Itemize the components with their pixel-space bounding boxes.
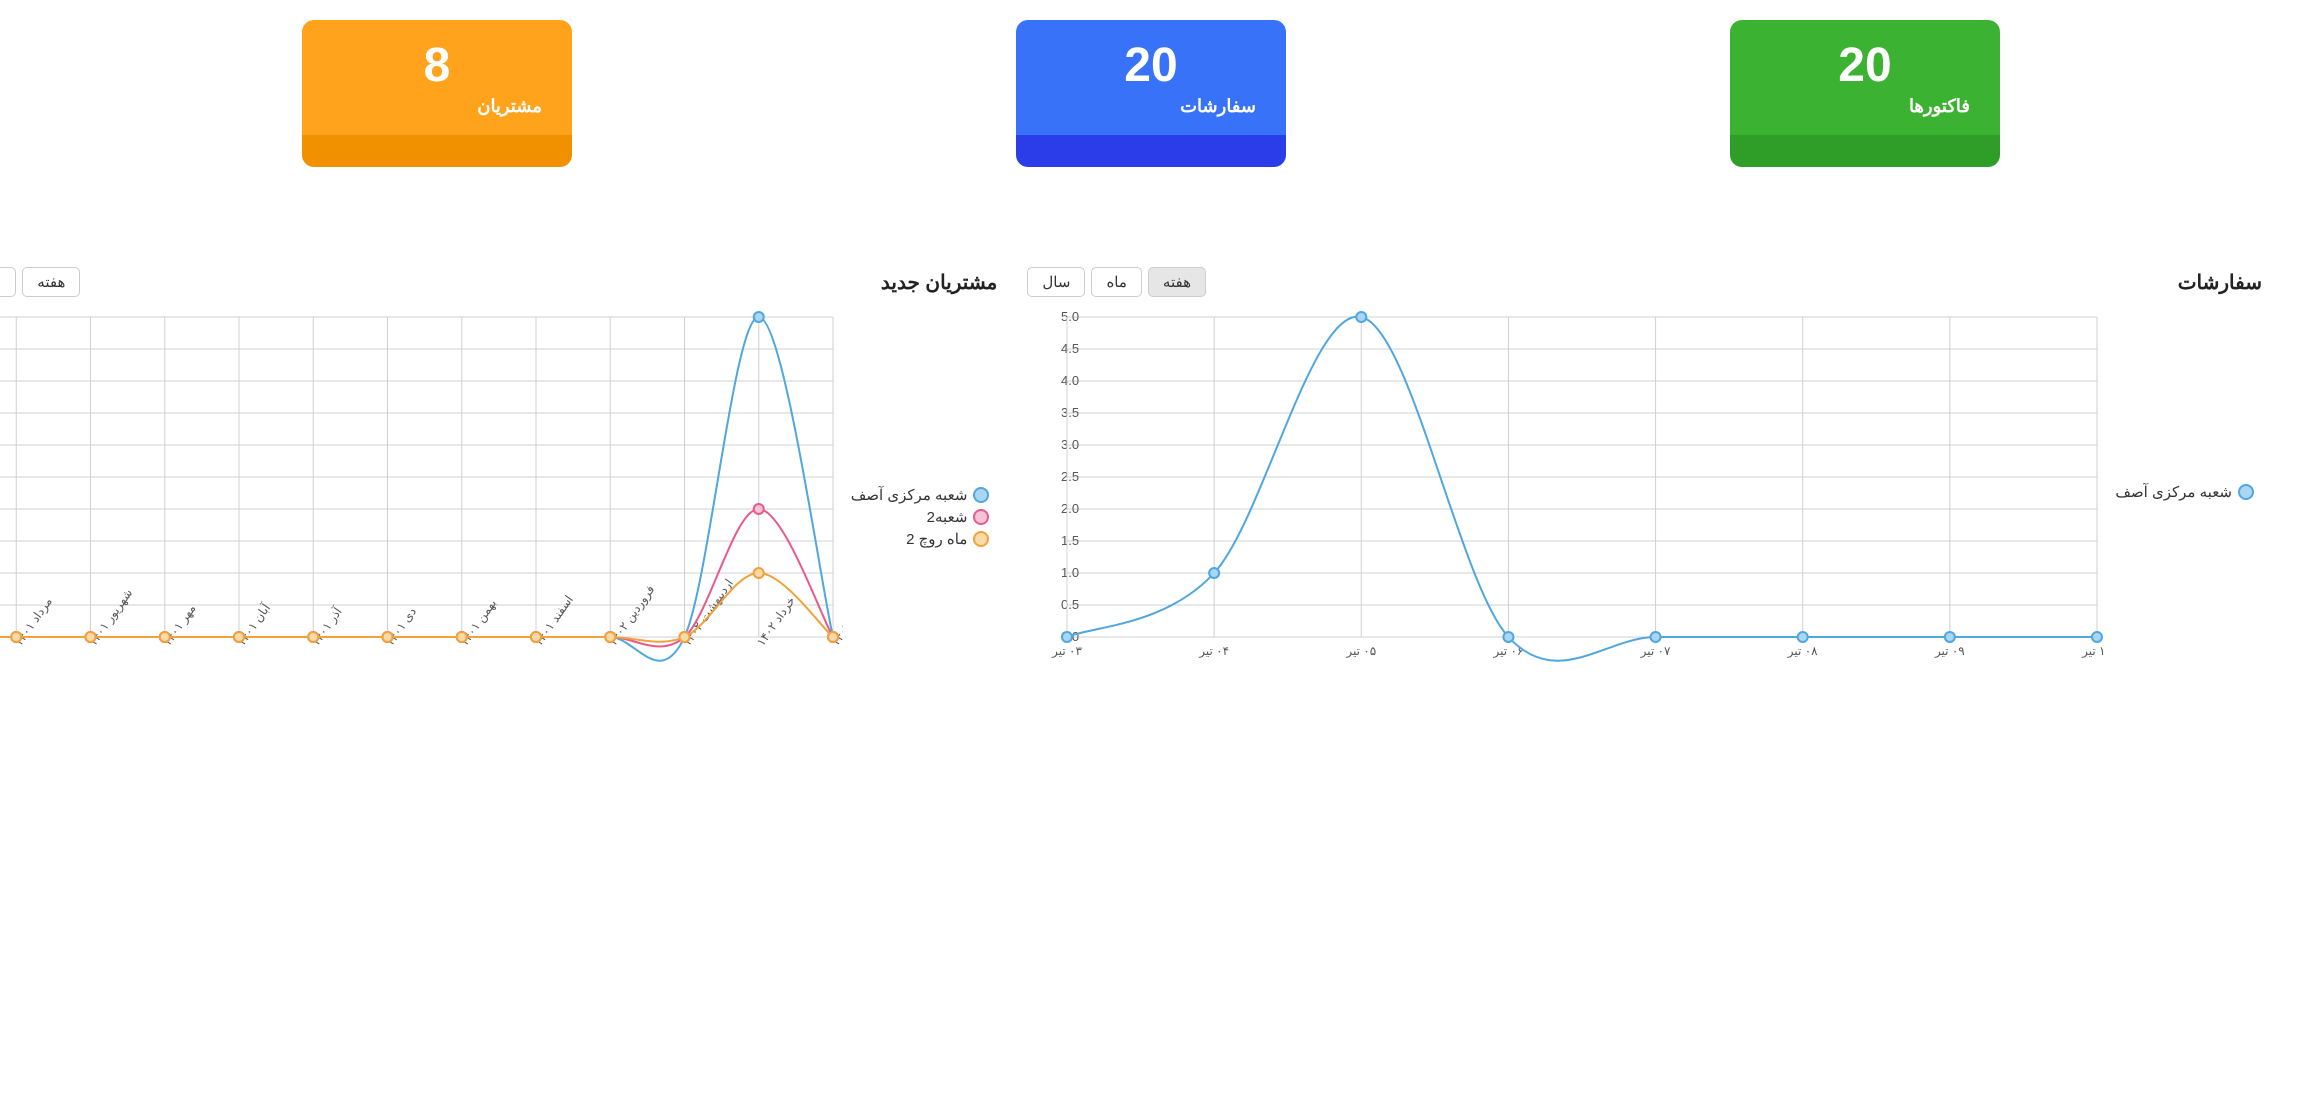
charts-row: سفارشات هفته ماه سال شعبه مرکزی آصف 0.00…	[20, 267, 2282, 727]
legend-swatch-icon	[973, 531, 989, 547]
chart-legend: شعبه مرکزی آصف	[2107, 479, 2262, 505]
svg-text:۰۴ تیر: ۰۴ تیر	[1199, 644, 1230, 658]
svg-text:۰۹ تیر: ۰۹ تیر	[1934, 644, 1965, 658]
legend-item[interactable]: شعبه مرکزی آصف	[851, 486, 990, 504]
range-week-button[interactable]: هفته	[22, 267, 80, 297]
svg-text:۱۰ تیر: ۱۰ تیر	[2081, 644, 2107, 658]
legend-item[interactable]: شعبه2	[851, 508, 990, 526]
stat-label: فاکتورها	[1760, 96, 1970, 117]
svg-text:5.0: 5.0	[1061, 309, 1079, 324]
range-buttons: هفته ماه سال	[1027, 267, 1206, 297]
legend-label: شعبه مرکزی آصف	[2115, 483, 2232, 501]
customers-chart-panel: مشتریان جدید هفته ماه سال شعبه مرکزی آصف…	[0, 267, 997, 727]
legend-swatch-icon	[973, 487, 989, 503]
svg-text:0.5: 0.5	[1061, 597, 1079, 612]
svg-text:1.5: 1.5	[1061, 533, 1079, 548]
legend-swatch-icon	[973, 509, 989, 525]
stat-value: 8	[332, 42, 542, 90]
legend-label: ماه روچ 2	[906, 530, 967, 548]
svg-text:۰۸ تیر: ۰۸ تیر	[1787, 644, 1818, 658]
svg-text:2.0: 2.0	[1061, 501, 1079, 516]
legend-label: شعبه مرکزی آصف	[851, 486, 968, 504]
svg-text:خرداد ۱۴۰۲: خرداد ۱۴۰۲	[754, 594, 798, 649]
svg-text:1.0: 1.0	[1061, 565, 1079, 580]
range-year-button[interactable]: سال	[1027, 267, 1085, 297]
orders-chart-panel: سفارشات هفته ماه سال شعبه مرکزی آصف 0.00…	[1027, 267, 2262, 727]
chart-legend: شعبه مرکزی آصف شعبه2 ماه روچ 2	[843, 482, 998, 552]
stat-card-orders[interactable]: 20 سفارشات	[1016, 20, 1286, 167]
stat-card-customers[interactable]: 8 مشتریان	[302, 20, 572, 167]
svg-text:۰۳ تیر: ۰۳ تیر	[1051, 644, 1082, 658]
legend-item[interactable]: ماه روچ 2	[851, 530, 990, 548]
range-month-button[interactable]: ماه	[0, 267, 16, 297]
svg-text:4.0: 4.0	[1061, 373, 1079, 388]
range-buttons: هفته ماه سال	[0, 267, 80, 297]
range-month-button[interactable]: ماه	[1091, 267, 1141, 297]
chart-plot: 0.00.51.01.52.02.53.03.54.04.55.0۰۳ تیر۰…	[1027, 307, 2107, 677]
svg-text:۰۵ تیر: ۰۵ تیر	[1346, 644, 1377, 658]
legend-item[interactable]: شعبه مرکزی آصف	[2115, 483, 2254, 501]
svg-text:2.5: 2.5	[1061, 469, 1079, 484]
stat-cards-row: 20 فاکتورها 20 سفارشات 8 مشتریان	[20, 20, 2282, 167]
chart-title: سفارشات	[2178, 270, 2262, 295]
chart-plot: 0.00.51.01.52.02.53.03.54.04.55.0تیر ۱۴۰…	[0, 307, 843, 727]
svg-text:3.5: 3.5	[1061, 405, 1079, 420]
svg-text:3.0: 3.0	[1061, 437, 1079, 452]
stat-card-invoices[interactable]: 20 فاکتورها	[1730, 20, 2000, 167]
svg-text:۰۷ تیر: ۰۷ تیر	[1640, 644, 1671, 658]
chart-title: مشتریان جدید	[881, 270, 997, 295]
stat-value: 20	[1760, 42, 1970, 90]
stat-value: 20	[1046, 42, 1256, 90]
range-week-button[interactable]: هفته	[1148, 267, 1206, 297]
legend-label: شعبه2	[927, 508, 968, 526]
svg-text:4.5: 4.5	[1061, 341, 1079, 356]
stat-label: مشتریان	[332, 96, 542, 117]
stat-label: سفارشات	[1046, 96, 1256, 117]
legend-swatch-icon	[2238, 484, 2254, 500]
